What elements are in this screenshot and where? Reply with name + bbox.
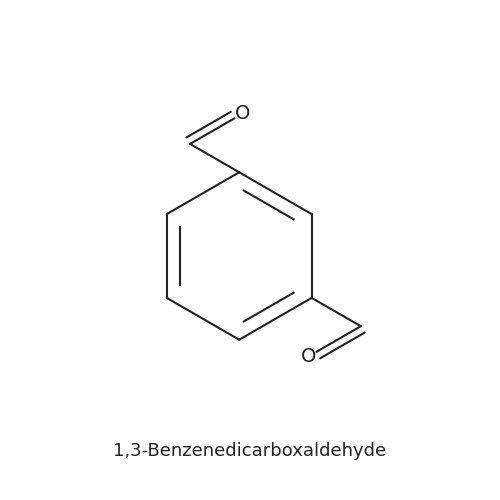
Text: O: O <box>300 347 316 366</box>
Text: O: O <box>235 104 250 123</box>
Text: 1,3-Benzenedicarboxaldehyde: 1,3-Benzenedicarboxaldehyde <box>114 442 386 460</box>
